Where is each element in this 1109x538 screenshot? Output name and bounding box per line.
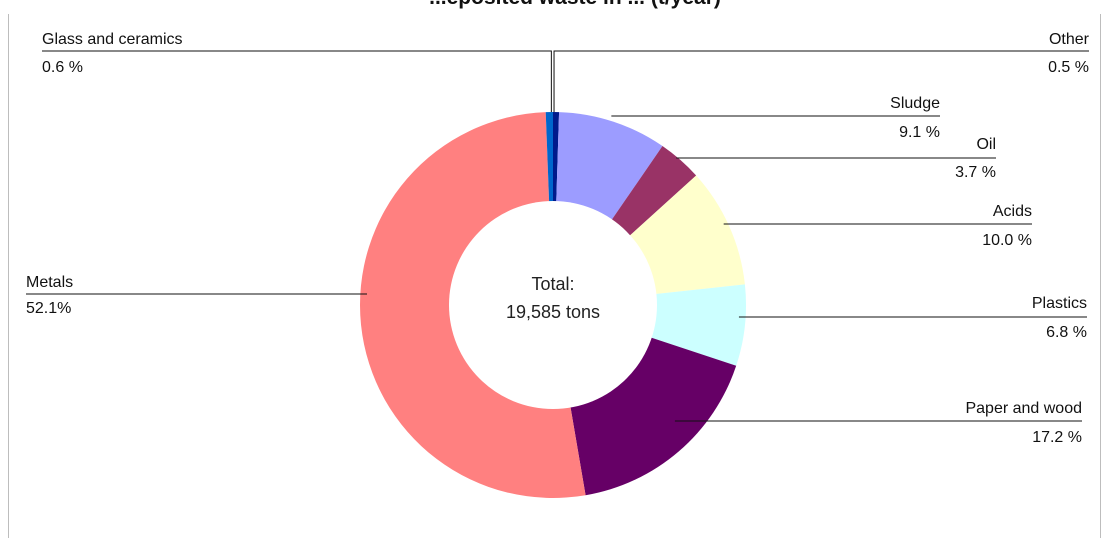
center-label-line1: Total:	[531, 274, 574, 294]
slice-value-acids: 10.0 %	[982, 232, 1032, 249]
slice-value-plastics: 6.8 %	[1046, 324, 1087, 341]
slice-name-glass-and-ceramics: Glass and ceramics	[42, 31, 183, 48]
slice-value-oil: 3.7 %	[955, 164, 996, 181]
leader-other	[553, 50, 1089, 113]
slice-value-glass-and-ceramics: 0.6 %	[42, 59, 83, 76]
center-label-line2: 19,585 tons	[506, 302, 600, 322]
leader-glass-and-ceramics	[42, 50, 552, 113]
slice-name-paper-and-wood: Paper and wood	[965, 400, 1082, 417]
slice-labels: Other 0.5 % Sludge 9.1 % Oil 3.7 % Acids 10.0 %…	[26, 31, 1090, 446]
donut-hole	[449, 201, 657, 409]
slice-name-acids: Acids	[993, 203, 1032, 220]
slice-value-paper-and-wood: 17.2 %	[1032, 429, 1082, 446]
slice-name-plastics: Plastics	[1032, 295, 1087, 312]
slice-value-sludge: 9.1 %	[899, 124, 940, 141]
slice-value-metals: 52.1%	[26, 300, 71, 317]
slice-value-other: 0.5 %	[1048, 59, 1089, 76]
slice-name-oil: Oil	[976, 136, 996, 153]
chart-title: ...eposited waste in ... (t/year)	[429, 0, 721, 9]
leader-lines	[26, 50, 1089, 422]
slice-name-sludge: Sludge	[890, 95, 940, 112]
slice-name-other: Other	[1049, 31, 1090, 48]
slice-name-metals: Metals	[26, 274, 73, 291]
